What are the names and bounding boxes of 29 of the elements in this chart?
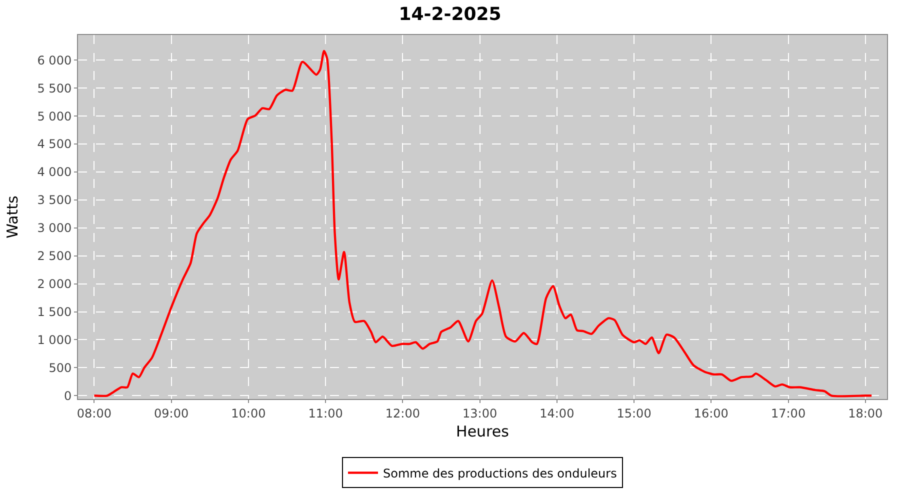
line-series [93,50,873,398]
x-tick-label: 15:00 [616,406,652,420]
y-tick-label: 4 500 [37,137,72,152]
x-axis-title: Heures [456,422,510,440]
y-axis-title: Watts [3,196,22,238]
x-tick-label: 14:00 [540,406,574,420]
x-tick-label: 16:00 [694,406,728,420]
y-tick-label: 500 [48,360,72,375]
y-tick-label: 2 500 [37,249,72,264]
x-tick-label: 11:00 [308,406,343,420]
x-tick-label: 08:00 [76,406,112,420]
chart-title: 14-2-2025 [398,4,502,26]
y-tick-label: 6 000 [37,53,72,68]
y-tick-label: 5 000 [37,109,72,124]
y-tick-label: 4 000 [37,165,72,180]
x-tick-label: 18:00 [848,406,883,420]
x-tick-label: 09:00 [154,406,189,420]
y-tick-label: 5 500 [37,81,72,96]
x-tick-label: 10:00 [231,406,266,420]
y-tick-label: 1 000 [37,332,72,347]
x-tick-label: 12:00 [385,406,420,420]
y-tick-label: 2 000 [37,277,72,292]
y-tick-label: 3 500 [37,193,72,208]
legend-label: Somme des productions des onduleurs [383,466,617,480]
y-tick-label: 0 [64,388,72,403]
x-tick-label: 13:00 [462,406,498,420]
x-tick-label: 17:00 [770,406,806,420]
y-tick-label: 1 500 [37,304,72,319]
y-tick-label: 3 000 [37,221,72,236]
